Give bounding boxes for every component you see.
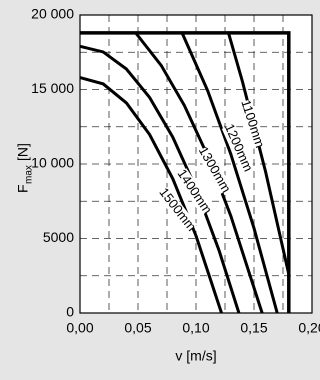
x-tick-label: 0,05 (124, 320, 151, 336)
x-tick-label: 0,10 (182, 320, 209, 336)
label-bg (195, 145, 233, 195)
x-tick-label: 0,15 (240, 320, 267, 336)
label-bg (156, 186, 198, 234)
curve (79, 44, 241, 314)
y-label-unit: [N] (15, 143, 31, 161)
label-bg (221, 123, 255, 173)
y-tick-label: 20 000 (31, 6, 74, 22)
y-label-sub: max (24, 165, 35, 184)
x-tick-label: 0,00 (66, 320, 93, 336)
y-tick-label: 0 (66, 304, 74, 320)
y-label-main: F (15, 184, 31, 193)
label-bg (237, 99, 267, 149)
y-tick-label: 15 000 (31, 80, 74, 96)
curve (79, 76, 223, 314)
y-tick-label: 5000 (43, 229, 74, 245)
curve (180, 32, 279, 314)
x-axis-label: v [m/s] (175, 348, 216, 364)
plot-frame (79, 14, 313, 314)
x-tick-label: 0,20 (298, 320, 320, 336)
curve (134, 31, 264, 314)
limit-line (80, 31, 291, 313)
y-tick-label: 10 000 (31, 155, 74, 171)
y-axis-label: F max [N] (15, 143, 35, 193)
label-bg (174, 168, 214, 216)
